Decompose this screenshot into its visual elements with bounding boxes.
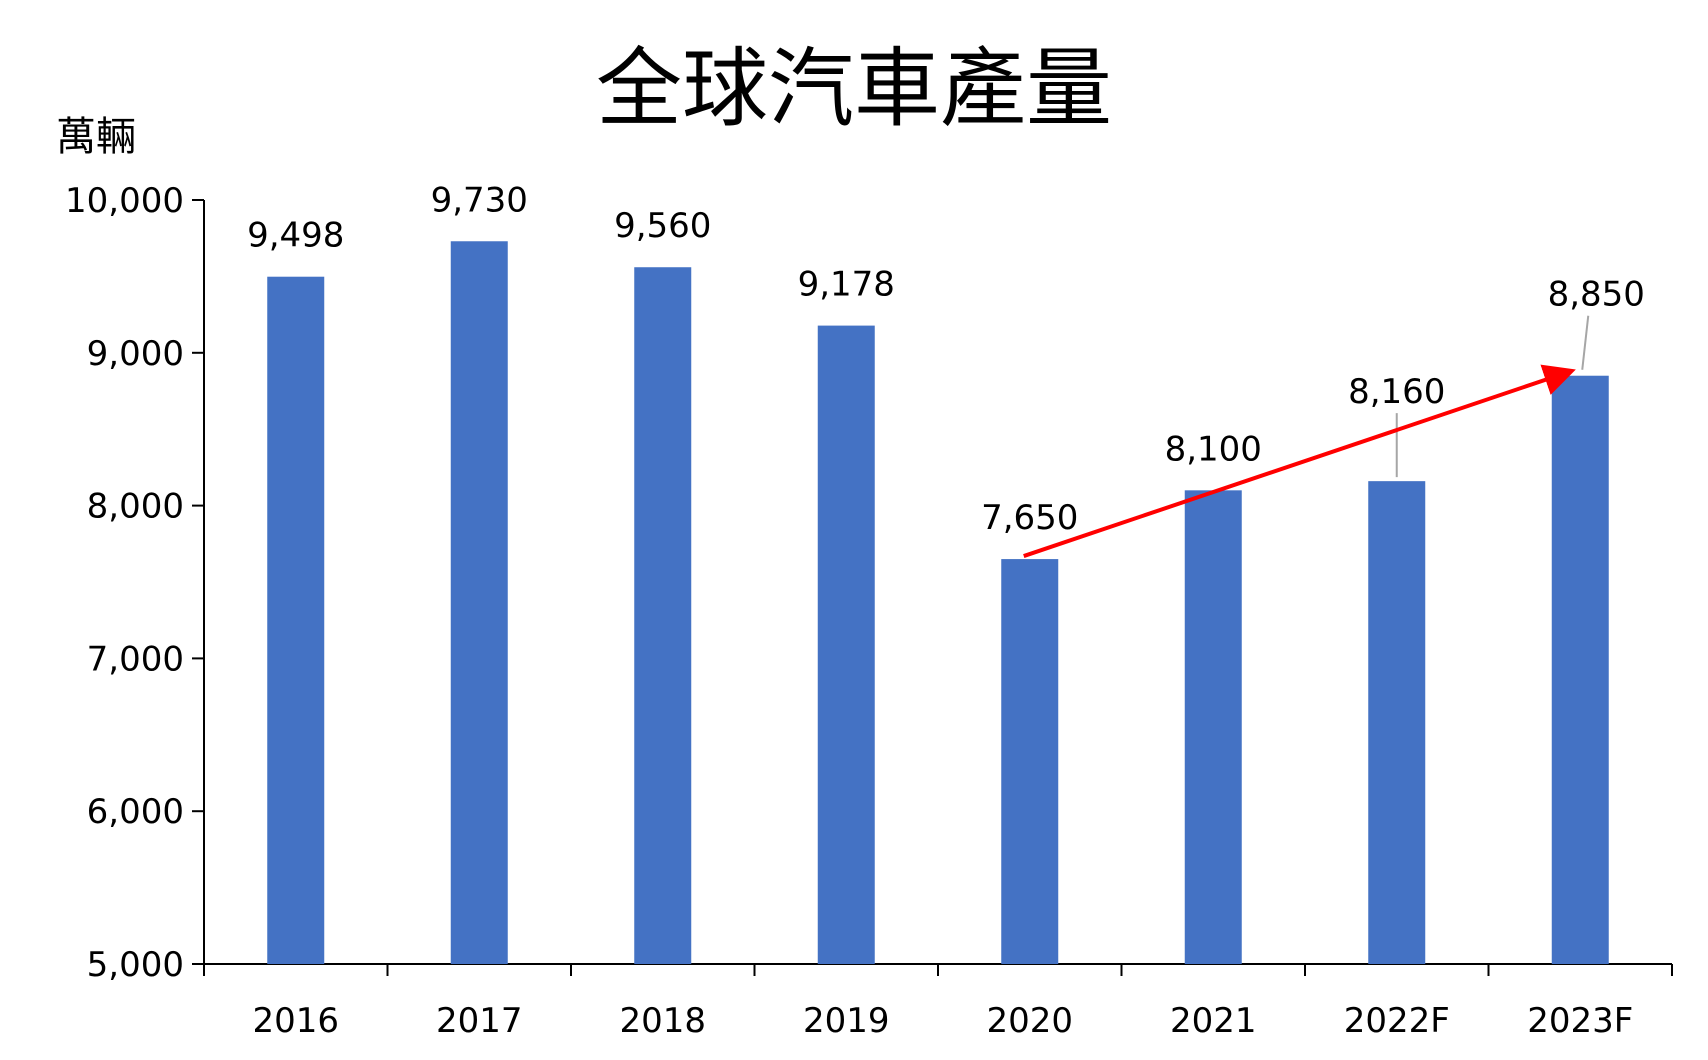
y-tick-label: 8,000: [87, 487, 184, 527]
bar-2022F: [1368, 481, 1426, 964]
x-tick-label: 2020: [986, 1001, 1073, 1041]
trend-arrow: [1023, 364, 1576, 558]
y-tick-label: 9,000: [87, 334, 184, 374]
data-labels: 9,498 9,730 9,560 9,178 7,650 8,100 8,160 8,850: [247, 180, 1645, 538]
bar-2023F: [1551, 375, 1609, 965]
bar-2017: [450, 241, 508, 965]
data-label-2017: 9,730: [431, 180, 528, 220]
y-tick-label: 7,000: [87, 639, 184, 679]
y-axis: 5,000 6,000 7,000 8,000 9,000 10,000: [65, 181, 205, 985]
x-tick-label: 2023F: [1527, 1001, 1633, 1041]
y-tick-label: 5,000: [87, 945, 184, 985]
bar-2018: [634, 267, 692, 964]
y-tick-label: 10,000: [65, 181, 184, 221]
x-axis: 2016 2017 2018 2019 2020 2021 2022F 2023F: [203, 963, 1673, 1041]
chart-title: 全球汽車產量: [596, 39, 1112, 139]
y-tick-label: 6,000: [87, 792, 184, 832]
trend-annotation: [1023, 364, 1576, 558]
x-tick-label: 2016: [252, 1001, 339, 1041]
y-axis-unit-label: 萬輛: [56, 114, 136, 160]
x-tick-label: 2022F: [1344, 1001, 1450, 1041]
data-label-2022F: 8,160: [1348, 372, 1445, 412]
bar-2019: [817, 325, 875, 965]
x-tick-label: 2017: [436, 1001, 523, 1041]
x-tick-label: 2018: [619, 1001, 706, 1041]
data-label-2018: 9,560: [614, 206, 711, 246]
data-label-2019: 9,178: [798, 265, 895, 305]
data-label-2016: 9,498: [247, 216, 344, 256]
x-tick-label: 2019: [803, 1001, 890, 1041]
data-label-2023F: 8,850: [1548, 275, 1645, 315]
data-label-2020: 7,650: [981, 498, 1078, 538]
leader-line: [1581, 315, 1590, 370]
bar-2016: [267, 276, 325, 965]
x-tick-label: 2021: [1170, 1001, 1257, 1041]
bars: [267, 241, 1609, 965]
data-label-2021: 8,100: [1165, 429, 1262, 469]
bar-2021: [1184, 490, 1242, 964]
bar-2020: [1001, 559, 1059, 964]
